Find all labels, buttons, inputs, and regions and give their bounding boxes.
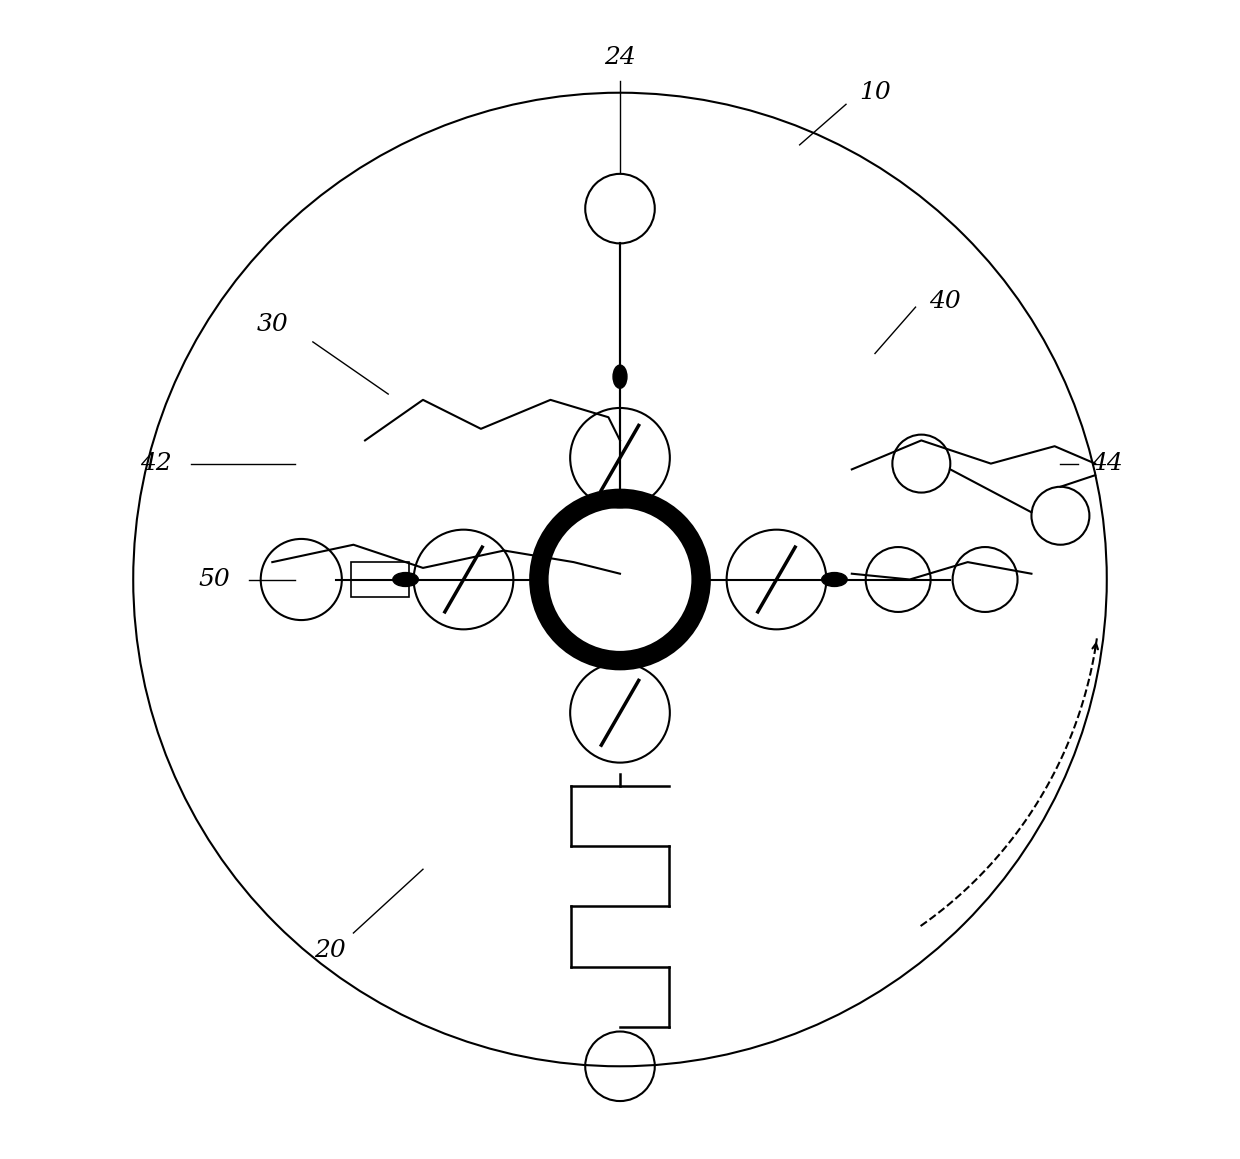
Text: 44: 44 (1091, 452, 1122, 475)
Ellipse shape (393, 573, 418, 586)
Text: 40: 40 (929, 290, 961, 313)
Bar (351, 562, 409, 597)
Text: 50: 50 (198, 568, 231, 591)
Text: 10: 10 (859, 81, 890, 104)
Text: 30: 30 (257, 313, 288, 336)
Text: 42: 42 (140, 452, 172, 475)
Ellipse shape (613, 365, 627, 388)
Text: 24: 24 (604, 46, 636, 70)
Text: 20: 20 (315, 939, 346, 962)
Ellipse shape (822, 573, 847, 586)
